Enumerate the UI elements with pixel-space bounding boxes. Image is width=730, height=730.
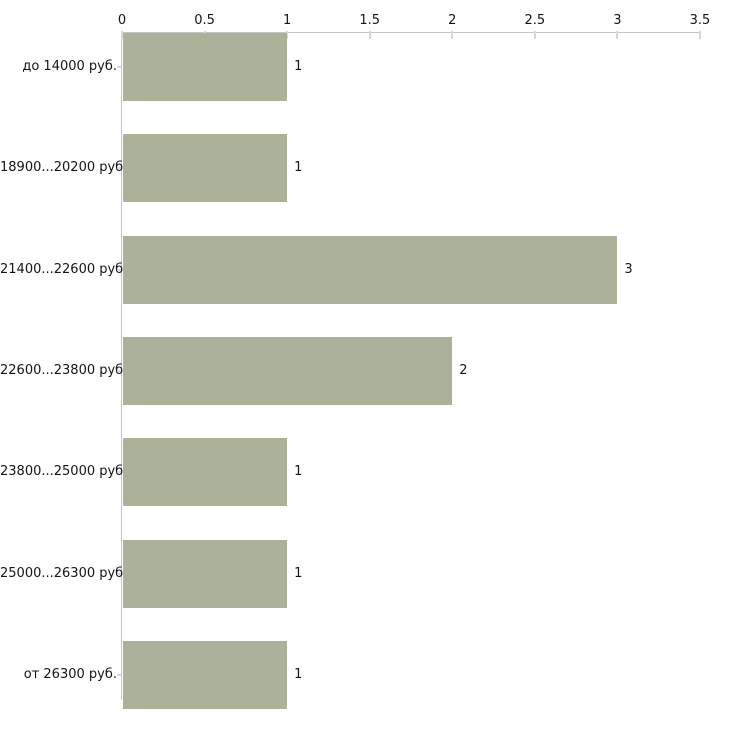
y-axis-category-label: 23800...25000 руб. bbox=[0, 464, 128, 480]
x-axis-line bbox=[121, 32, 700, 33]
x-axis-tick-label: 3.5 bbox=[689, 13, 711, 28]
x-axis-tick-mark bbox=[451, 31, 454, 39]
bar-value-label: 1 bbox=[294, 464, 303, 480]
bar bbox=[123, 336, 453, 405]
bar-value-label: 1 bbox=[294, 59, 303, 74]
y-axis-category-label: 21400...22600 руб. bbox=[0, 261, 128, 277]
y-axis-category-label: 18900...20200 руб. bbox=[0, 160, 128, 176]
y-axis-tick-mark bbox=[117, 167, 121, 170]
y-axis-tick-mark bbox=[117, 369, 121, 372]
x-axis-tick-label: 3 bbox=[613, 13, 622, 28]
bar bbox=[123, 33, 288, 101]
bar bbox=[123, 539, 288, 608]
bar bbox=[123, 640, 288, 709]
x-axis-tick-label: 0.5 bbox=[194, 13, 215, 28]
bar bbox=[123, 134, 288, 203]
x-axis-tick-label: 1.5 bbox=[359, 13, 381, 28]
bar-value-label: 2 bbox=[459, 362, 468, 378]
bar-value-label: 1 bbox=[294, 666, 303, 682]
x-axis-tick-mark bbox=[699, 31, 701, 39]
x-axis-tick-mark bbox=[286, 31, 289, 39]
y-axis-category-label: до 14000 руб. bbox=[22, 59, 117, 74]
y-axis-tick-mark bbox=[117, 66, 121, 68]
bar bbox=[123, 438, 288, 507]
bar bbox=[123, 235, 618, 304]
y-axis-category-label: от 26300 руб. bbox=[23, 666, 117, 682]
y-axis-tick-mark bbox=[117, 268, 121, 271]
x-axis-tick-mark bbox=[533, 31, 536, 39]
y-axis-line bbox=[121, 32, 122, 700]
x-axis-tick-mark bbox=[121, 31, 123, 39]
x-axis-tick-mark bbox=[368, 31, 371, 39]
x-axis-tick-label: 0 bbox=[117, 13, 127, 28]
y-axis-tick-mark bbox=[117, 673, 121, 676]
x-axis-tick-label: 2 bbox=[448, 13, 457, 28]
bar-value-label: 1 bbox=[294, 160, 303, 176]
y-axis-tick-mark bbox=[117, 572, 121, 575]
bar-value-label: 3 bbox=[624, 261, 633, 277]
x-axis-tick-label: 1 bbox=[283, 13, 292, 28]
x-axis-tick-label: 2.5 bbox=[524, 13, 546, 28]
bar-value-label: 1 bbox=[294, 565, 303, 581]
x-axis-tick-mark bbox=[616, 31, 619, 39]
y-axis-tick-mark bbox=[117, 471, 121, 474]
y-axis-category-label: 22600...23800 руб. bbox=[0, 362, 128, 378]
y-axis-category-label: 25000...26300 руб. bbox=[0, 565, 128, 581]
